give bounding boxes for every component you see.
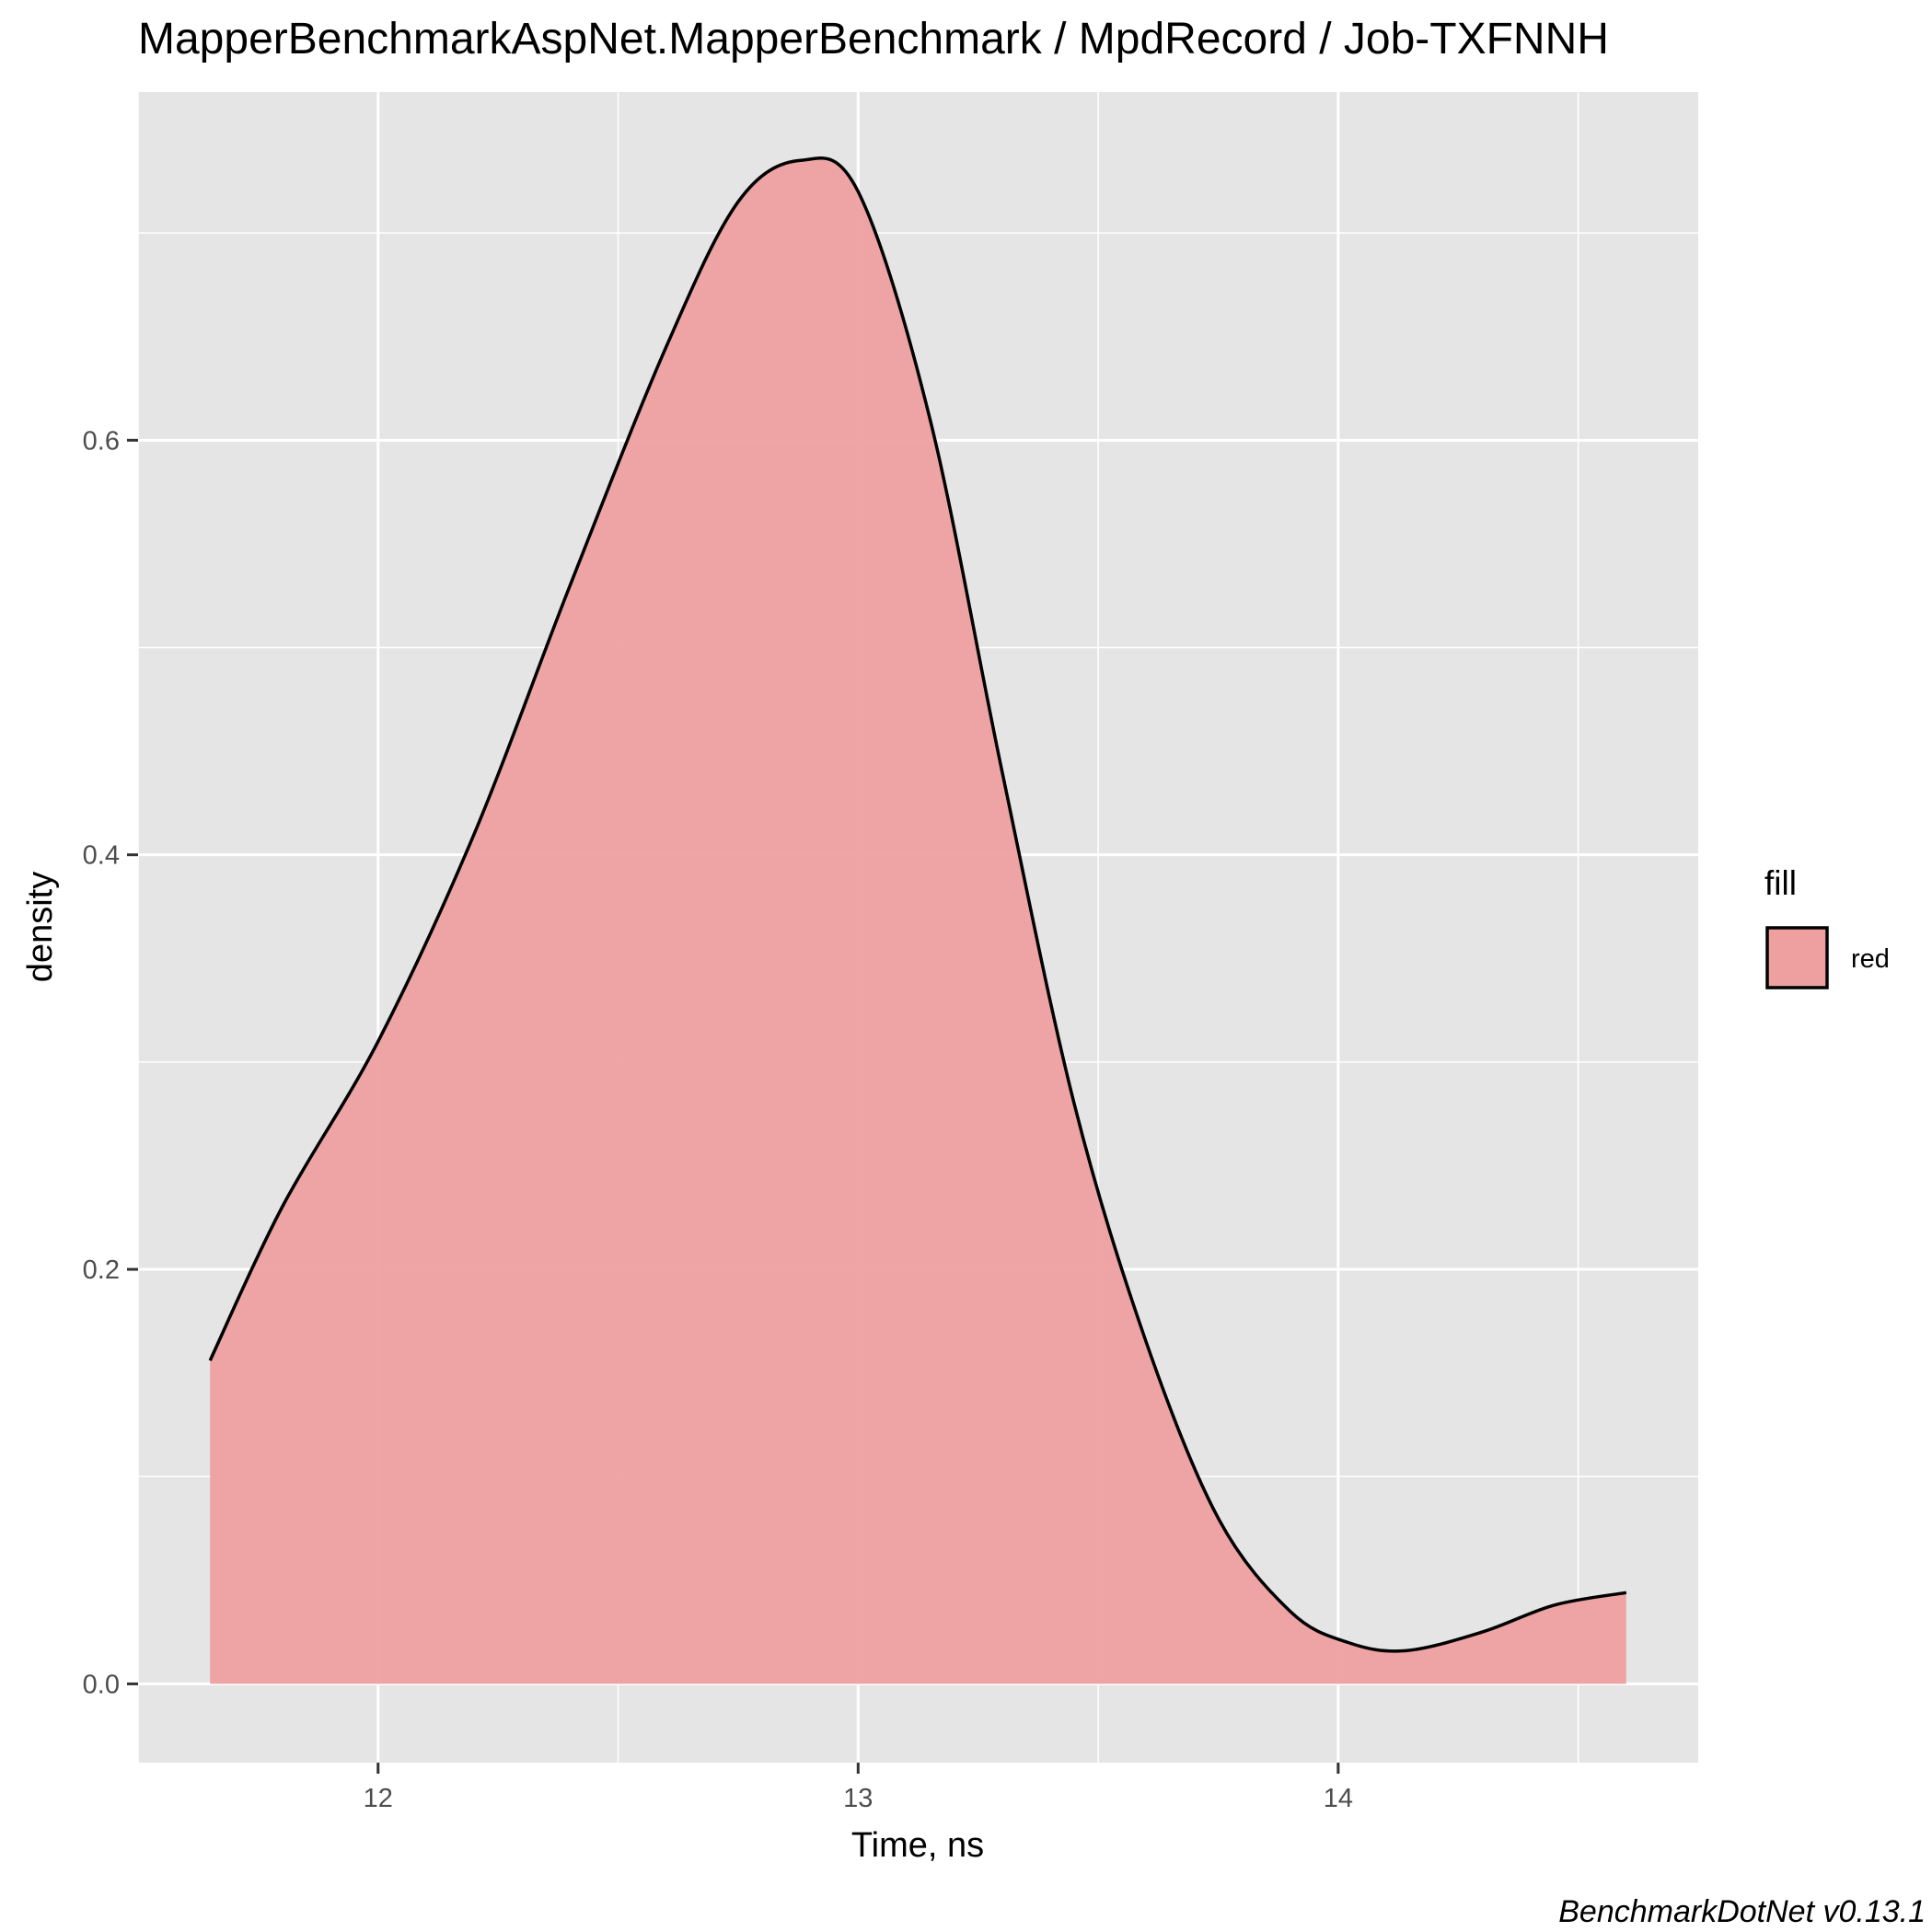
y-tick-label: 0.0 [83, 1670, 120, 1699]
legend-title: fill [1764, 864, 1797, 902]
chart-title: MapperBenchmarkAspNet.MapperBenchmark / … [138, 15, 1609, 64]
x-axis-ticks: 12 13 14 [364, 1763, 1353, 1813]
y-tick-label: 0.2 [83, 1255, 120, 1285]
x-axis-title: Time, ns [851, 1826, 984, 1865]
density-line [208, 156, 1627, 1653]
x-tick-label: 13 [843, 1784, 873, 1813]
y-tick-label: 0.4 [83, 841, 120, 871]
y-tick-label: 0.6 [83, 426, 120, 456]
legend-key-red [1765, 926, 1829, 989]
y-axis-ticks: 0.0 0.2 0.4 0.6 [83, 426, 138, 1699]
x-tick-label: 12 [364, 1784, 393, 1813]
legend: fill red [1764, 864, 1890, 989]
legend-label-red: red [1851, 944, 1890, 974]
density-area [210, 157, 1626, 1684]
x-tick-label: 14 [1324, 1784, 1353, 1813]
chart-caption: BenchmarkDotNet v0.13.1 [1558, 1894, 1926, 1929]
y-axis-title: density [21, 872, 60, 982]
